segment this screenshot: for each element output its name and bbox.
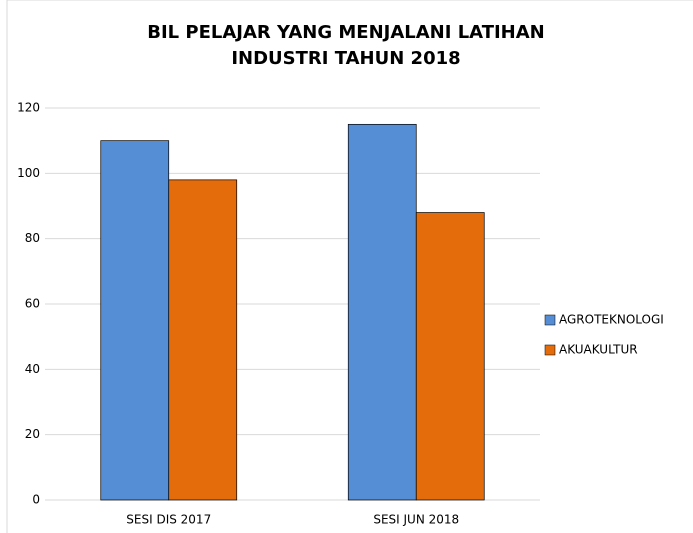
chart-border (6, 0, 693, 533)
bar (347, 123, 417, 501)
y-tick-label: 100 (17, 166, 40, 180)
legend-label: AKUAKULTUR (559, 343, 638, 357)
legend-swatch (544, 314, 556, 326)
bar (100, 140, 170, 501)
x-tick-label: SESI DIS 2017 (126, 513, 211, 527)
y-tick-label: 40 (25, 362, 40, 376)
y-tick-label: 0 (32, 493, 40, 507)
bar (415, 212, 485, 501)
y-tick-label: 60 (25, 297, 40, 311)
y-tick-label: 120 (17, 101, 40, 115)
y-tick-label: 80 (25, 231, 40, 245)
legend-label: AGROTEKNOLOGI (559, 313, 664, 327)
bar (168, 179, 238, 501)
legend-swatch (544, 344, 556, 356)
x-tick-label: SESI JUN 2018 (373, 513, 459, 527)
chart-title: BIL PELAJAR YANG MENJALANI LATIHAN INDUS… (147, 22, 545, 69)
y-tick-label: 20 (25, 427, 40, 441)
